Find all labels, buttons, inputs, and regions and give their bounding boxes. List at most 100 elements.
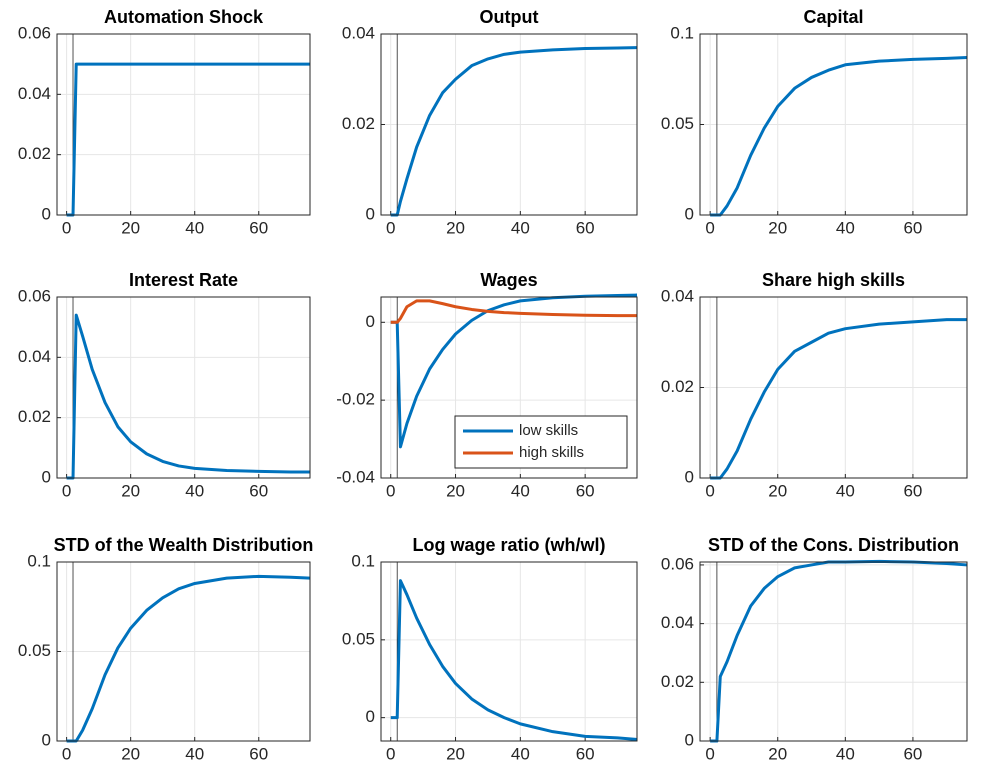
axes-box bbox=[380, 561, 638, 742]
plot-area bbox=[381, 562, 637, 741]
y-tick-label: 0 bbox=[366, 204, 375, 223]
x-tick-label: 60 bbox=[903, 481, 922, 500]
x-tick-label: 0 bbox=[705, 744, 714, 763]
line bbox=[710, 56, 968, 217]
chart-title: Interest Rate bbox=[129, 270, 238, 290]
x-tick-label: 60 bbox=[576, 481, 595, 500]
chart-title: Automation Shock bbox=[104, 7, 264, 27]
y-tick-label: 0.04 bbox=[661, 286, 694, 305]
line bbox=[390, 579, 638, 741]
y-tick-label: 0.04 bbox=[342, 23, 375, 42]
y-tick-label: 0 bbox=[685, 467, 694, 486]
y-tick-label: 0.04 bbox=[18, 84, 51, 103]
chart-title: Capital bbox=[803, 7, 863, 27]
y-tick-label: 0.02 bbox=[342, 114, 375, 133]
x-tick-label: 60 bbox=[576, 218, 595, 237]
legend-label: high skills bbox=[519, 444, 584, 461]
plot-area bbox=[57, 34, 310, 215]
axes-box bbox=[380, 33, 638, 216]
y-tick-label: -0.02 bbox=[336, 390, 375, 409]
x-tick-label: 20 bbox=[768, 218, 787, 237]
plot-area bbox=[700, 562, 967, 741]
chart-title: Wages bbox=[480, 270, 537, 290]
chart-title: Output bbox=[480, 7, 539, 27]
x-tick-label: 40 bbox=[511, 744, 530, 763]
y-tick-label: 0.02 bbox=[18, 144, 51, 163]
axes-box bbox=[56, 33, 311, 216]
y-tick-label: 0.04 bbox=[18, 347, 51, 366]
x-tick-label: 0 bbox=[705, 218, 714, 237]
x-tick-label: 40 bbox=[511, 218, 530, 237]
x-tick-label: 60 bbox=[249, 481, 268, 500]
line bbox=[710, 318, 967, 480]
x-tick-label: 40 bbox=[185, 481, 204, 500]
line bbox=[390, 299, 637, 324]
x-tick-label: 20 bbox=[121, 218, 140, 237]
x-tick-label: 20 bbox=[446, 481, 465, 500]
y-tick-label: 0.04 bbox=[661, 613, 694, 632]
y-tick-label: 0.02 bbox=[661, 377, 694, 396]
y-tick-label: 0.05 bbox=[18, 641, 51, 660]
y-tick-label: -0.04 bbox=[336, 467, 375, 486]
y-tick-label: 0.06 bbox=[661, 554, 694, 573]
x-tick-label: 0 bbox=[386, 744, 395, 763]
legend-box bbox=[454, 415, 628, 469]
plot-area bbox=[57, 297, 310, 478]
line bbox=[66, 313, 310, 480]
y-tick-label: 0.02 bbox=[661, 672, 694, 691]
y-tick-label: 0 bbox=[685, 204, 694, 223]
axes-box bbox=[56, 561, 311, 742]
x-tick-label: 20 bbox=[768, 744, 787, 763]
y-tick-label: 0.06 bbox=[18, 286, 51, 305]
axes-box bbox=[699, 33, 968, 216]
x-tick-label: 0 bbox=[705, 481, 714, 500]
x-tick-label: 20 bbox=[446, 218, 465, 237]
x-tick-label: 60 bbox=[249, 218, 268, 237]
y-tick-label: 0 bbox=[366, 707, 375, 726]
y-tick-label: 0.1 bbox=[27, 551, 51, 570]
legend-label: low skills bbox=[519, 422, 578, 439]
y-tick-label: 0 bbox=[42, 467, 51, 486]
y-tick-label: 0 bbox=[685, 730, 694, 749]
x-tick-label: 60 bbox=[576, 744, 595, 763]
x-tick-label: 60 bbox=[903, 218, 922, 237]
y-tick-label: 0 bbox=[366, 312, 375, 331]
y-tick-label: 0.05 bbox=[342, 629, 375, 648]
y-tick-label: 0.02 bbox=[18, 407, 51, 426]
x-tick-label: 60 bbox=[249, 744, 268, 763]
x-tick-label: 0 bbox=[62, 744, 71, 763]
chart-title: STD of the Cons. Distribution bbox=[708, 535, 959, 555]
line bbox=[66, 62, 310, 217]
axes-box bbox=[699, 561, 968, 742]
x-tick-label: 40 bbox=[836, 218, 855, 237]
x-tick-label: 0 bbox=[386, 481, 395, 500]
chart-title: STD of the Wealth Distribution bbox=[54, 535, 314, 555]
y-tick-label: 0 bbox=[42, 730, 51, 749]
x-tick-label: 20 bbox=[121, 744, 140, 763]
chart-title: Share high skills bbox=[762, 270, 905, 290]
x-tick-label: 40 bbox=[511, 481, 530, 500]
x-tick-label: 40 bbox=[185, 218, 204, 237]
x-tick-label: 60 bbox=[903, 744, 922, 763]
x-tick-label: 40 bbox=[836, 481, 855, 500]
chart-title: Log wage ratio (wh/wl) bbox=[413, 535, 606, 555]
axes-box bbox=[380, 296, 638, 479]
x-tick-label: 40 bbox=[185, 744, 204, 763]
x-tick-label: 0 bbox=[386, 218, 395, 237]
x-tick-label: 40 bbox=[836, 744, 855, 763]
x-tick-label: 20 bbox=[121, 481, 140, 500]
y-tick-label: 0 bbox=[42, 204, 51, 223]
x-tick-label: 0 bbox=[62, 218, 71, 237]
y-tick-label: 0.06 bbox=[18, 23, 51, 42]
axes-box bbox=[56, 296, 311, 479]
y-tick-label: 0.05 bbox=[661, 114, 694, 133]
axes-box bbox=[699, 296, 968, 479]
y-tick-label: 0.1 bbox=[351, 551, 375, 570]
x-tick-label: 0 bbox=[62, 481, 71, 500]
x-tick-label: 20 bbox=[768, 481, 787, 500]
y-tick-label: 0.1 bbox=[670, 23, 694, 42]
line bbox=[66, 574, 311, 743]
x-tick-label: 20 bbox=[446, 744, 465, 763]
